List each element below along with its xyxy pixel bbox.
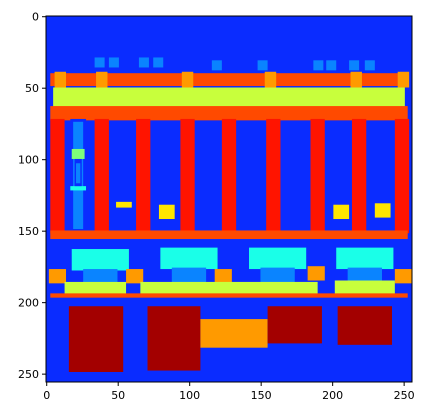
- x-tick-label: 150: [251, 389, 272, 402]
- column: [351, 118, 367, 234]
- base-door: [267, 306, 322, 344]
- base-door: [337, 306, 392, 345]
- top-dot: [257, 60, 268, 71]
- column: [394, 118, 410, 234]
- column: [310, 118, 325, 234]
- y-tick-label: 0: [32, 11, 39, 24]
- top-dot: [138, 57, 149, 68]
- top-cornice: [50, 73, 408, 87]
- lower-block: [126, 269, 144, 284]
- top-dot: [108, 57, 119, 68]
- column: [180, 118, 195, 234]
- cornice-block: [181, 71, 194, 88]
- top-dot: [153, 57, 164, 68]
- cornice-block: [397, 71, 410, 88]
- cornice-block: [264, 71, 277, 88]
- lower-window-hood: [160, 247, 218, 270]
- column: [50, 118, 65, 234]
- y-tick-label: 50: [25, 82, 39, 95]
- lower-window-hood: [336, 247, 394, 270]
- yellow-patch: [333, 204, 350, 220]
- lower-ledge: [334, 280, 395, 295]
- yellow-patch: [374, 203, 391, 218]
- lower-block: [307, 266, 325, 281]
- x-tick-label: 50: [111, 389, 125, 402]
- top-dot: [326, 60, 337, 71]
- yellow-patch: [158, 204, 175, 220]
- image-plot-area: [45, 15, 413, 383]
- base-sign: [200, 319, 268, 348]
- lower-block: [214, 269, 232, 284]
- lower-ledge: [64, 281, 127, 295]
- column: [221, 118, 237, 234]
- top-dot: [349, 60, 360, 71]
- top-dot: [94, 57, 105, 68]
- x-axis: 0 50 100 150 200 250: [43, 382, 415, 402]
- y-tick-label: 150: [18, 225, 39, 238]
- lower-ledge: [140, 281, 318, 295]
- y-tick-label: 200: [18, 297, 39, 310]
- frieze-band: [53, 87, 405, 108]
- window-inner: [76, 163, 81, 184]
- image-frame: [45, 15, 413, 383]
- window-sill: [71, 148, 85, 159]
- x-tick-label: 100: [179, 389, 200, 402]
- yellow-patch: [116, 201, 132, 208]
- lower-block: [394, 269, 412, 284]
- top-dot: [364, 60, 375, 71]
- column: [136, 118, 151, 234]
- top-dot: [211, 60, 222, 71]
- base-door: [68, 306, 124, 372]
- architrave: [50, 106, 408, 121]
- cornice-block: [350, 71, 362, 88]
- x-tick-label: 250: [394, 389, 415, 402]
- y-tick-label: 250: [18, 368, 39, 381]
- lower-window-hood: [249, 247, 307, 270]
- x-tick-label: 200: [322, 389, 343, 402]
- base-door: [147, 306, 201, 371]
- y-tick-label: 100: [18, 154, 39, 167]
- column: [266, 118, 281, 234]
- plinth-line: [50, 293, 408, 298]
- y-axis: 0 50 100 150 200 250: [18, 11, 46, 381]
- image-shapes: [48, 57, 412, 372]
- lower-block: [48, 269, 67, 284]
- window-bar: [70, 186, 87, 191]
- x-tick-label: 0: [43, 389, 50, 402]
- lower-cornice: [50, 230, 408, 240]
- top-dot: [313, 60, 324, 71]
- cornice-block: [96, 71, 108, 88]
- column: [94, 118, 109, 234]
- cornice-block: [54, 71, 67, 88]
- lower-window-hood: [71, 249, 129, 271]
